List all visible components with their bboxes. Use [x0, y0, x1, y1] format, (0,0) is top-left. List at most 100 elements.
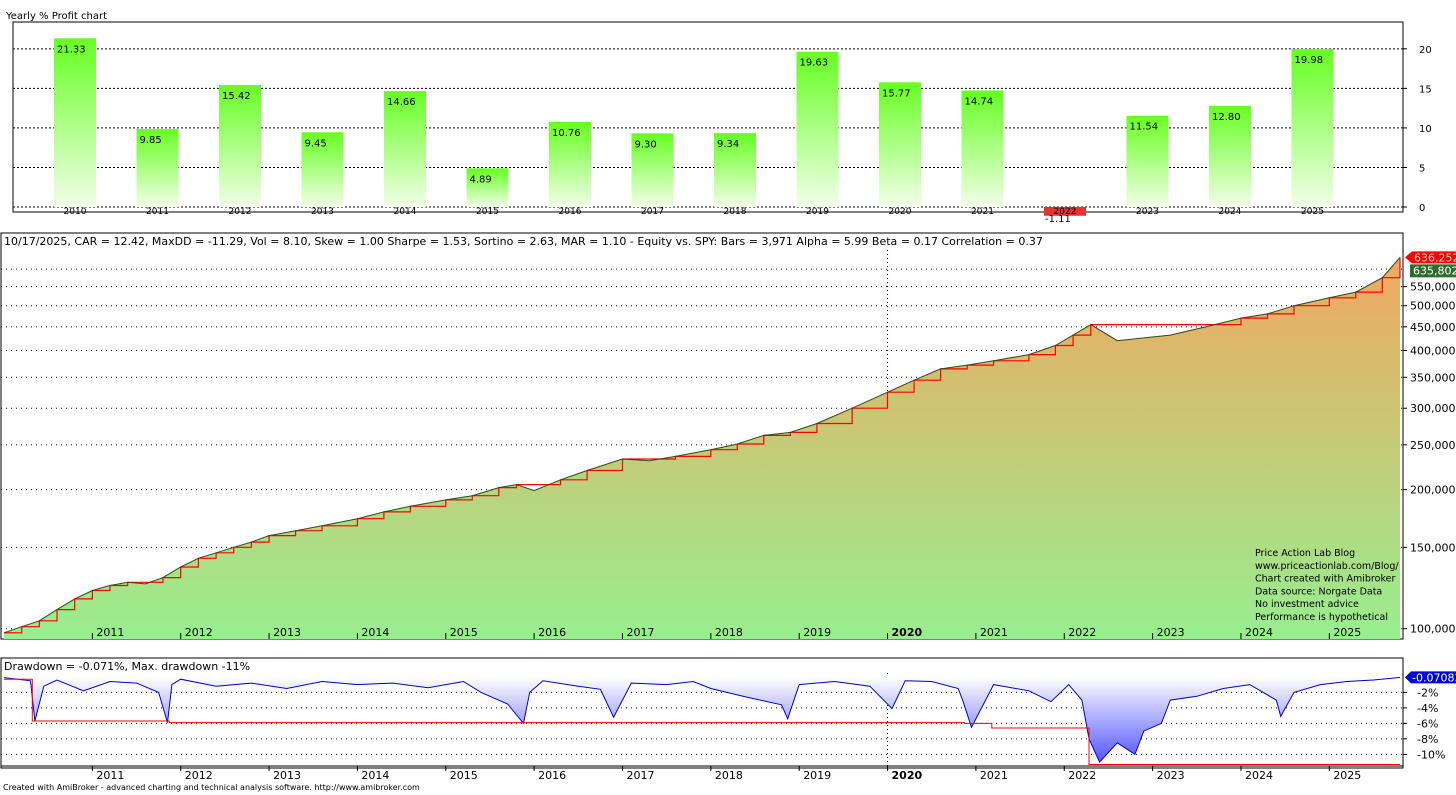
- footer-credit: Created with AmiBroker - advanced charti…: [3, 783, 420, 792]
- bar-2013: [301, 132, 344, 207]
- equity-high-line: [3, 257, 1401, 634]
- bar-2025: [1291, 48, 1334, 207]
- bar-2021: [961, 90, 1004, 207]
- x-tick-label: 2019: [803, 626, 831, 639]
- last-drawdown-label: -0.07083: [1412, 671, 1456, 684]
- bar-2016: [549, 121, 591, 207]
- x-tick-label: 2017: [626, 626, 654, 639]
- x-tick-label: 2015: [450, 769, 478, 782]
- x-tick-label: 2012: [185, 626, 213, 639]
- y-tick-label: 250,000: [1410, 439, 1456, 452]
- x-tick-label: 2016: [559, 207, 582, 217]
- x-tick-label: 2025: [1301, 207, 1324, 217]
- x-tick-label: 2015: [450, 626, 478, 639]
- bar-value-label: 10.76: [552, 128, 581, 139]
- x-tick-label: 2014: [361, 626, 389, 639]
- x-tick-label: 2018: [724, 207, 747, 217]
- bar-2020: [879, 82, 921, 207]
- x-tick-label: 2023: [1136, 207, 1159, 217]
- bar-value-label: 15.42: [222, 91, 251, 102]
- x-tick-label: 2025: [1333, 626, 1361, 639]
- y-tick-label: 350,000: [1410, 371, 1456, 384]
- bar-2017: [631, 133, 674, 207]
- y-tick-label: 400,000: [1410, 344, 1456, 357]
- bar-value-label: 19.63: [800, 58, 829, 69]
- x-tick-label: 2024: [1245, 626, 1273, 639]
- y-tick-label: -4%: [1417, 702, 1438, 715]
- bar-value-label: 11.54: [1130, 122, 1159, 133]
- equity-stats-title: 10/17/2025, CAR = 12.42, MaxDD = -11.29,…: [4, 235, 1043, 248]
- y-tick-label: -6%: [1417, 717, 1438, 730]
- x-tick-label: 2016: [538, 769, 566, 782]
- x-tick-label: 2012: [185, 769, 213, 782]
- bar-value-label: 9.30: [635, 139, 657, 150]
- bar-value-label: 9.34: [717, 139, 739, 150]
- y-tick-label: 150,000: [1410, 541, 1456, 554]
- x-tick-label: 2023: [1157, 626, 1185, 639]
- bar-value-label: 19.98: [1295, 55, 1324, 66]
- bar-value-label: 4.89: [470, 174, 492, 185]
- y-tick-label: 20: [1419, 45, 1432, 56]
- x-tick-label: 2024: [1219, 207, 1242, 217]
- bar-2023: [1126, 115, 1169, 207]
- last-value-badge: [1410, 264, 1456, 278]
- x-tick-label: 2013: [311, 207, 334, 217]
- annotation-line: www.priceactionlab.com/Blog/: [1255, 561, 1399, 572]
- x-tick-label: 2017: [641, 207, 664, 217]
- bar-2012: [219, 85, 261, 207]
- x-tick-label: 2014: [394, 207, 417, 217]
- annotation-line: No investment advice: [1255, 599, 1359, 610]
- x-tick-label: 2011: [96, 769, 124, 782]
- last-value-label: 635,802: [1413, 264, 1456, 277]
- bar-value-label: 15.77: [882, 88, 911, 99]
- drawdown-area: [4, 676, 1400, 763]
- y-tick-label: -2%: [1417, 686, 1438, 699]
- x-tick-label: 2015: [476, 207, 499, 217]
- y-tick-label: 15: [1419, 84, 1432, 95]
- bar-2014: [384, 91, 426, 207]
- x-tick-label: 2011: [96, 626, 124, 639]
- bar-2022: [1044, 207, 1086, 216]
- x-tick-label: 2011: [146, 207, 169, 217]
- annotation-line: Price Action Lab Blog: [1255, 548, 1355, 559]
- bar-value-label: 12.80: [1212, 112, 1241, 123]
- equity-line: [3, 257, 1401, 634]
- bar-2024: [1209, 105, 1251, 207]
- x-tick-label: 2019: [803, 769, 831, 782]
- x-tick-label: 2020: [892, 626, 923, 639]
- bar-2018: [714, 133, 756, 207]
- x-tick-label: 2021: [980, 626, 1008, 639]
- annotation-line: Chart created with Amibroker: [1255, 574, 1395, 585]
- x-tick-label: 2024: [1245, 769, 1273, 782]
- last-drawdown-badge: [1405, 671, 1456, 684]
- x-tick-label: 2022: [1068, 769, 1096, 782]
- drawdown-panel: Drawdown = -0.071%, Max. drawdown -11% -…: [0, 657, 1456, 782]
- x-tick-label: 2023: [1157, 769, 1185, 782]
- x-tick-label: 2017: [626, 769, 654, 782]
- y-tick-label: 0: [1419, 203, 1425, 214]
- y-tick-label: 300,000: [1410, 402, 1456, 415]
- x-tick-label: 2022: [1068, 626, 1096, 639]
- y-tick-label: 200,000: [1410, 484, 1456, 497]
- x-tick-label: 2018: [715, 626, 743, 639]
- y-tick-label: 450,000: [1410, 321, 1456, 334]
- bar-value-label: 14.66: [387, 97, 416, 108]
- bar-2015: [466, 168, 509, 207]
- yearly-profit-title: Yearly % Profit chart: [5, 11, 107, 22]
- y-tick-label: 5: [1419, 163, 1425, 174]
- x-tick-label: 2013: [273, 769, 301, 782]
- x-tick-label: 2018: [715, 769, 743, 782]
- x-tick-label: 2020: [889, 207, 912, 217]
- drawdown-line: [3, 676, 1401, 763]
- bar-value-label: 9.45: [305, 138, 327, 149]
- x-tick-label: 2021: [971, 207, 994, 217]
- x-tick-label: 2022: [1054, 207, 1077, 217]
- annotation-line: Performance is hypothetical: [1255, 612, 1388, 623]
- equity-area: [4, 257, 1400, 639]
- y-tick-label: 550,000: [1410, 281, 1456, 294]
- high-value-badge: [1405, 251, 1456, 264]
- y-tick-label: -10%: [1417, 748, 1445, 761]
- y-tick-label: -8%: [1417, 733, 1438, 746]
- x-tick-label: 2019: [806, 207, 829, 217]
